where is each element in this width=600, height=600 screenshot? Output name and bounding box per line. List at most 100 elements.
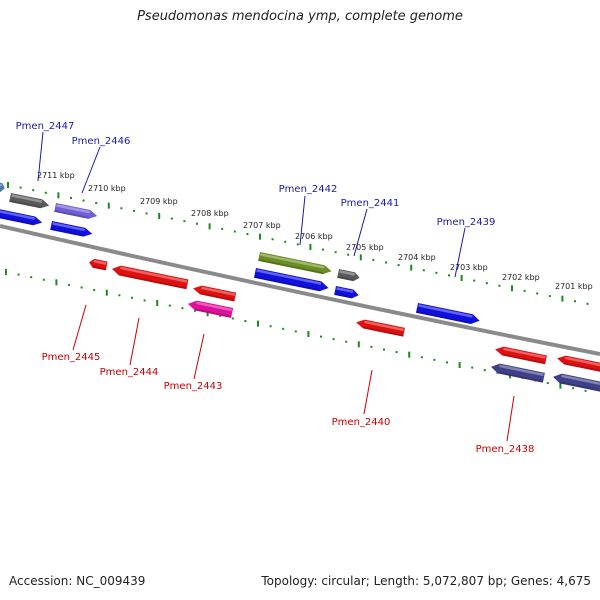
upper-row-tick xyxy=(511,285,513,292)
map-title: Pseudomonas mendocina ymp, complete geno… xyxy=(137,9,463,24)
upper-row-tick xyxy=(536,292,539,295)
lower-row-tick xyxy=(433,358,436,361)
genome-summary: Topology: circular; Length: 5,072,807 bp… xyxy=(261,574,591,588)
tick-label-kbp: 2711 kbp xyxy=(37,171,75,180)
upper-row-tick xyxy=(523,289,526,292)
gene-feature-reverse[interactable] xyxy=(111,264,189,290)
tick-label-kbp: 2708 kbp xyxy=(191,209,229,218)
lower-row-tick xyxy=(458,361,461,368)
upper-row-tick xyxy=(82,199,85,202)
upper-row-tick xyxy=(208,223,211,230)
lower-row-tick xyxy=(395,351,398,354)
upper-row-tick xyxy=(586,302,589,305)
lower-row-tick xyxy=(370,345,373,348)
gene-label[interactable]: Pmen_2441 xyxy=(341,198,400,209)
tick-label-kbp: 2707 kbp xyxy=(243,221,281,230)
lower-row-tick xyxy=(383,348,385,351)
lower-row-tick xyxy=(55,279,58,286)
upper-row-tick xyxy=(158,212,161,219)
gene-feature-forward[interactable] xyxy=(258,252,332,276)
gene-label[interactable]: Pmen_2439 xyxy=(437,217,496,228)
gene-feature-reverse[interactable] xyxy=(490,362,545,383)
gene-feature-reverse[interactable] xyxy=(552,372,600,392)
gene-feature-forward[interactable] xyxy=(0,181,6,193)
gene-feature-forward[interactable] xyxy=(54,203,98,220)
lower-row-tick xyxy=(584,389,587,392)
lower-row-tick xyxy=(546,382,549,385)
upper-row-tick xyxy=(574,300,576,303)
upper-row-tick xyxy=(561,295,564,302)
gene-feature-forward[interactable] xyxy=(334,286,359,300)
gene-label[interactable]: Pmen_2442 xyxy=(279,184,338,195)
gene-feature-reverse[interactable] xyxy=(187,299,234,318)
lower-row-tick xyxy=(231,317,234,320)
upper-row-tick xyxy=(133,209,135,212)
lower-row-tick xyxy=(156,299,159,306)
gene-feature-forward[interactable] xyxy=(337,269,360,282)
upper-row-tick xyxy=(259,233,261,240)
upper-row-tick xyxy=(19,186,22,189)
lower-row-tick xyxy=(168,304,171,307)
gene-leader-line xyxy=(353,208,368,257)
tick-label-kbp: 2701 kbp xyxy=(555,282,593,291)
gene-label[interactable]: Pmen_2445 xyxy=(42,352,101,363)
lower-row-tick xyxy=(357,341,360,348)
gene-feature-reverse[interactable] xyxy=(192,284,237,302)
upper-row-tick xyxy=(410,264,413,271)
upper-row-tick xyxy=(44,191,47,194)
gene-feature-reverse[interactable] xyxy=(556,354,600,373)
upper-row-tick xyxy=(485,282,488,285)
lower-row-tick xyxy=(30,276,33,279)
upper-row-tick xyxy=(498,284,501,287)
upper-row-tick xyxy=(196,222,198,225)
gene-label[interactable]: Pmen_2443 xyxy=(164,381,223,392)
gene-leader-line xyxy=(454,227,466,278)
upper-row-tick xyxy=(170,217,173,220)
gene-label[interactable]: Pmen_2444 xyxy=(100,367,159,378)
upper-row-tick xyxy=(309,243,312,250)
lower-row-tick xyxy=(194,309,196,312)
upper-row-tick xyxy=(221,227,224,230)
tick-dot-rows xyxy=(5,182,589,392)
lower-row-tick xyxy=(408,351,411,358)
upper-row-tick xyxy=(120,207,123,210)
gene-leader-line xyxy=(129,317,140,366)
lower-row-tick xyxy=(294,330,297,333)
upper-row-tick xyxy=(70,196,72,199)
lower-row-tick xyxy=(420,356,423,359)
gene-feature-reverse[interactable] xyxy=(88,258,108,271)
gene-leader-line xyxy=(299,195,306,246)
lower-row-tick xyxy=(320,335,322,338)
upper-row-tick xyxy=(548,295,551,298)
gene-feature-forward[interactable] xyxy=(253,268,329,293)
gene-feature-forward[interactable] xyxy=(9,193,50,210)
gene-feature-reverse[interactable] xyxy=(494,345,547,365)
gene-features xyxy=(0,181,600,392)
lower-row-tick xyxy=(572,387,574,390)
gene-feature-reverse[interactable] xyxy=(355,318,405,337)
tick-label-kbp: 2703 kbp xyxy=(450,263,488,272)
gene-label[interactable]: Pmen_2446 xyxy=(72,136,131,147)
lower-row-tick xyxy=(559,382,562,389)
gene-label[interactable]: Pmen_2447 xyxy=(16,121,75,132)
lower-row-tick xyxy=(257,320,259,327)
gene-feature-forward[interactable] xyxy=(415,303,481,326)
upper-row-tick xyxy=(359,254,362,261)
upper-row-tick xyxy=(296,243,299,246)
gene-feature-forward[interactable] xyxy=(0,208,43,227)
upper-row-tick xyxy=(95,202,98,205)
lower-row-tick xyxy=(143,299,146,302)
gene-label[interactable]: Pmen_2438 xyxy=(476,444,535,455)
gene-leader-line xyxy=(72,304,87,351)
upper-row-tick xyxy=(7,182,9,188)
upper-row-tick xyxy=(448,274,450,277)
gene-label[interactable]: Pmen_2440 xyxy=(332,417,391,428)
upper-row-tick xyxy=(284,240,287,243)
gene-leader-line xyxy=(193,333,205,380)
gene-feature-forward[interactable] xyxy=(50,221,93,238)
genome-backbone xyxy=(0,224,600,356)
upper-row-tick xyxy=(435,271,438,274)
lower-row-tick xyxy=(446,361,448,364)
